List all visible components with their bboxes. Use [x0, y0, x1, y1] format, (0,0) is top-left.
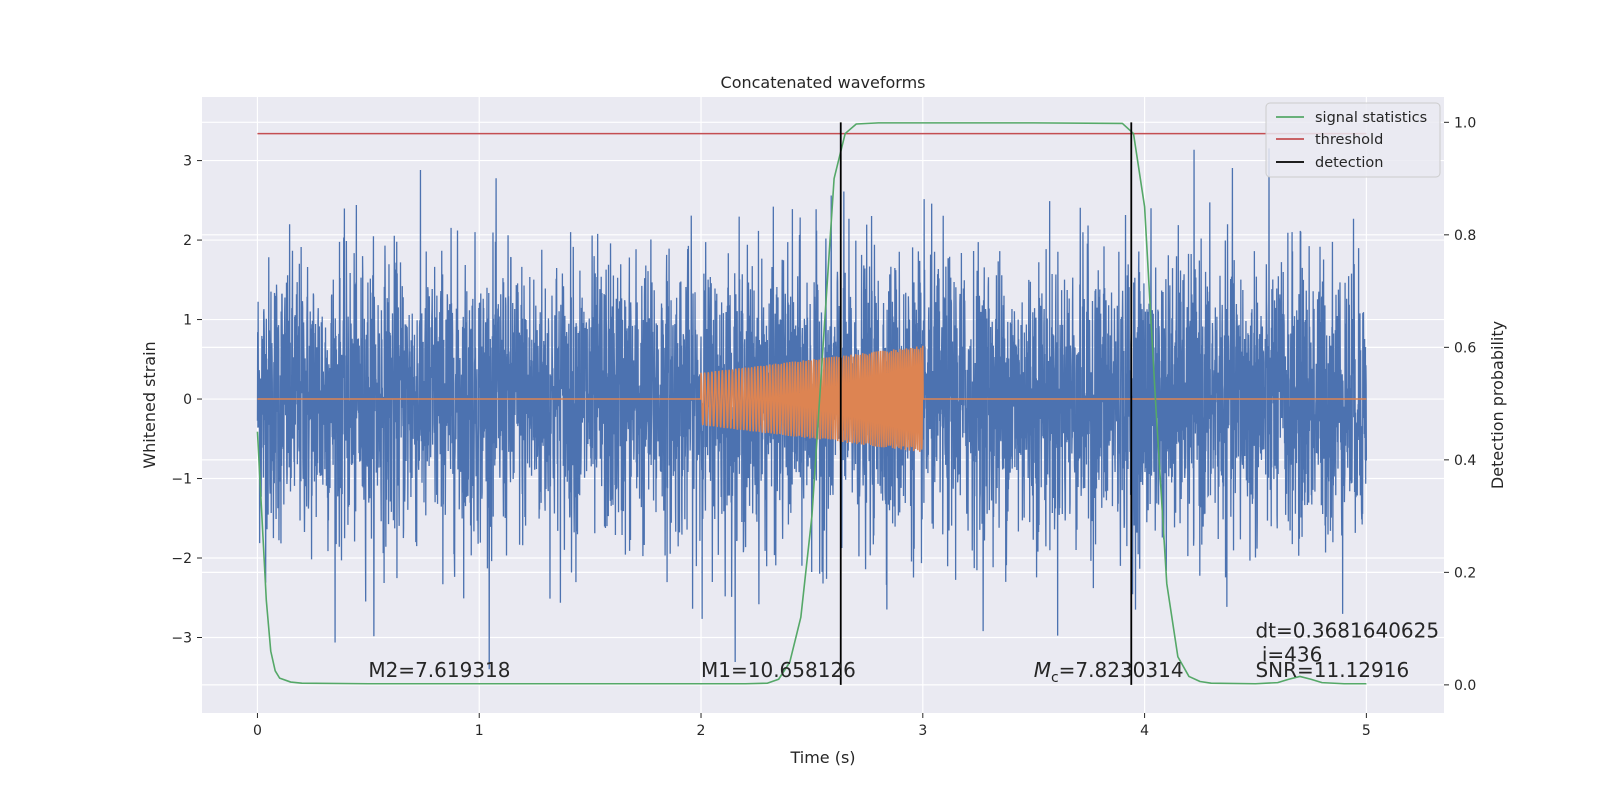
y-tick-label: −1: [171, 472, 192, 488]
annotation-mc: Mc=7.8230314: [1034, 658, 1184, 686]
detection-lines: [839, 122, 1133, 685]
y2-tick-label: 1.0: [1454, 115, 1476, 131]
x-tick-label: 5: [1362, 723, 1371, 739]
x-tick-label: 0: [253, 723, 262, 739]
y-tick-label: 0: [183, 392, 192, 408]
y2-tick-label: 0.2: [1454, 565, 1476, 581]
y2-tick-label: 0.8: [1454, 228, 1476, 244]
annotation-m1: M1=10.658126: [701, 658, 856, 682]
x-axis-label: Time (s): [789, 748, 855, 767]
chirp-series: [257, 345, 1367, 452]
annotation-m2: M2=7.619318: [368, 658, 510, 682]
y-tick-label: 3: [183, 154, 192, 170]
y2-tick-label: 0.6: [1454, 340, 1476, 356]
y-tick-label: 1: [183, 313, 192, 329]
y2-tick-label: 0.0: [1454, 678, 1476, 694]
signal-statistics-series: [256, 122, 1367, 685]
legend-label-threshold: threshold: [1315, 132, 1383, 148]
annotation-snr: SNR=11.12916: [1255, 658, 1409, 682]
chart-title: Concatenated waveforms: [721, 73, 926, 92]
legend-label-detection: detection: [1315, 155, 1383, 171]
annotation-index: i=436: [1255, 642, 1322, 666]
x-tick-label: 1: [475, 723, 484, 739]
x-tick-label: 2: [697, 723, 706, 739]
legend: signal statistics threshold detection: [1265, 102, 1441, 178]
y2-axis-label: Detection probability: [1488, 321, 1507, 489]
x-tick-label: 3: [918, 723, 927, 739]
y2-tick-label: 0.4: [1454, 453, 1476, 469]
signal-statistics-line: [256, 122, 1367, 685]
y-tick-label: −3: [171, 630, 192, 646]
legend-label-signal-statistics: signal statistics: [1315, 110, 1427, 126]
y-axis-label: Whitened strain: [140, 341, 159, 468]
chirp-line: [257, 345, 1367, 452]
annotation-dt: dt=0.3681640625: [1255, 618, 1439, 642]
y-tick-label: 2: [183, 233, 192, 249]
x-tick-label: 4: [1140, 723, 1149, 739]
y-tick-label: −2: [171, 551, 192, 567]
axes: 0 1 2 3 4 5 −3 −2 −1 0 1 2 3 0.0 0.2 0.4 0.6 0.8 1.0: [171, 115, 1476, 739]
legend-frame: [1265, 102, 1441, 178]
